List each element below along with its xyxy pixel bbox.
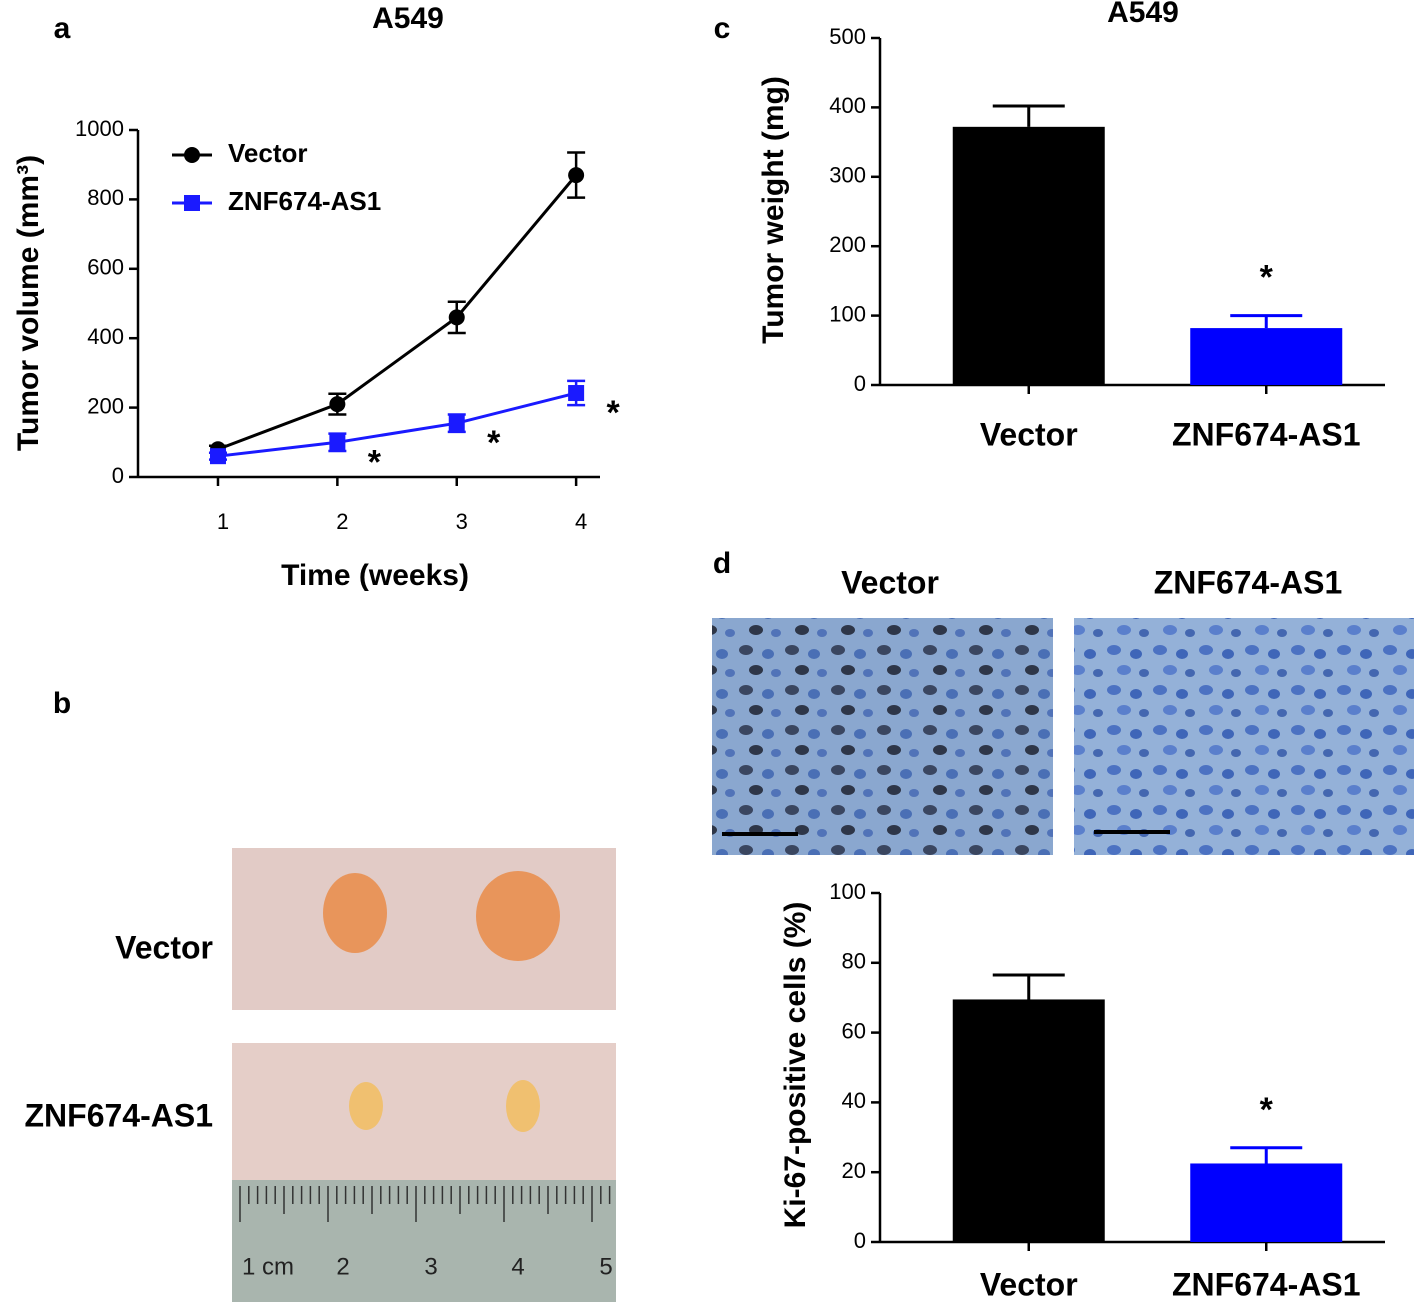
ruler-label: 3 bbox=[424, 1253, 437, 1280]
y-tick-label: 400 bbox=[87, 324, 124, 349]
legend-marker bbox=[184, 147, 200, 163]
y-tick-label: 200 bbox=[829, 232, 866, 257]
x-tick-label: Vector bbox=[980, 416, 1078, 452]
legend-label: Vector bbox=[228, 138, 308, 168]
y-tick-label: 100 bbox=[829, 301, 866, 326]
x-tick-label: 2 bbox=[336, 509, 348, 534]
legend-marker bbox=[184, 195, 200, 211]
x-tick-label: 4 bbox=[575, 509, 587, 534]
legend-label: ZNF674-AS1 bbox=[228, 186, 381, 216]
micrograph-label: ZNF674-AS1 bbox=[1154, 564, 1343, 600]
y-tick-label: 300 bbox=[829, 163, 866, 188]
ruler bbox=[232, 1180, 616, 1302]
y-tick-label: 40 bbox=[842, 1088, 866, 1113]
marker bbox=[448, 415, 465, 432]
photo bbox=[232, 1043, 616, 1180]
tumor bbox=[349, 1082, 383, 1130]
panel-label: a bbox=[54, 12, 71, 45]
marker bbox=[329, 396, 346, 413]
marker bbox=[448, 309, 465, 326]
micrograph bbox=[712, 618, 1053, 855]
chart-title: A549 bbox=[1107, 0, 1179, 29]
chart-title: A549 bbox=[372, 2, 444, 35]
marker bbox=[568, 167, 585, 184]
error-bar bbox=[992, 973, 1065, 1000]
y-tick-label: 20 bbox=[842, 1158, 866, 1183]
series-line bbox=[217, 391, 577, 458]
y-axis-title: Ki-67-positive cells (%) bbox=[779, 902, 812, 1229]
series-line bbox=[217, 174, 578, 451]
x-tick-label: Vector bbox=[980, 1266, 1078, 1302]
photo bbox=[232, 848, 616, 1010]
marker bbox=[568, 385, 585, 402]
marker bbox=[329, 434, 346, 451]
error-bar bbox=[992, 104, 1065, 127]
ruler-label: 4 bbox=[511, 1253, 524, 1280]
bar bbox=[1190, 1163, 1343, 1242]
y-axis-title: Tumor volume (mm³) bbox=[12, 155, 45, 451]
y-tick-label: 500 bbox=[829, 24, 866, 49]
bar bbox=[1190, 328, 1343, 385]
y-tick-label: 200 bbox=[87, 393, 124, 418]
ruler-label: 5 bbox=[599, 1253, 612, 1280]
ruler-label: 2 bbox=[336, 1253, 349, 1280]
y-tick-label: 0 bbox=[854, 1228, 866, 1253]
ruler-ticks bbox=[239, 1186, 611, 1222]
tumor bbox=[323, 873, 387, 953]
y-tick-label: 800 bbox=[87, 185, 124, 210]
x-tick-label: 3 bbox=[456, 509, 468, 534]
significance: * bbox=[368, 443, 382, 481]
panel-label: d bbox=[713, 547, 731, 580]
tumor bbox=[476, 871, 560, 961]
ruler-label: 1 cm bbox=[242, 1253, 294, 1280]
panel-label: b bbox=[53, 687, 71, 720]
y-tick-label: 400 bbox=[829, 93, 866, 118]
error-bar bbox=[1230, 314, 1303, 329]
y-tick-label: 80 bbox=[842, 949, 866, 974]
photo-label: ZNF674-AS1 bbox=[25, 1097, 214, 1133]
tumor bbox=[506, 1080, 540, 1132]
significance: * bbox=[487, 424, 501, 462]
y-tick-label: 0 bbox=[112, 463, 124, 488]
y-tick-label: 100 bbox=[829, 879, 866, 904]
x-tick-label: 1 bbox=[217, 509, 229, 534]
micrograph bbox=[1074, 618, 1414, 855]
y-tick-label: 60 bbox=[842, 1018, 866, 1043]
y-tick-label: 0 bbox=[854, 371, 866, 396]
micrograph-label: Vector bbox=[841, 564, 939, 600]
x-tick-label: ZNF674-AS1 bbox=[1172, 416, 1361, 452]
bar bbox=[952, 999, 1105, 1242]
significance: * bbox=[607, 394, 621, 432]
y-tick-label: 1000 bbox=[75, 116, 124, 141]
photo-label: Vector bbox=[115, 929, 213, 965]
significance: * bbox=[1260, 1091, 1274, 1129]
marker bbox=[209, 448, 226, 465]
significance: * bbox=[1260, 259, 1274, 297]
bar bbox=[952, 126, 1105, 385]
y-tick-label: 600 bbox=[87, 255, 124, 280]
x-tick-label: ZNF674-AS1 bbox=[1172, 1266, 1361, 1302]
panel-label: c bbox=[714, 12, 731, 45]
y-axis-title: Tumor weight (mg) bbox=[757, 76, 790, 344]
x-axis-title: Time (weeks) bbox=[281, 559, 469, 592]
error-bar bbox=[1230, 1146, 1303, 1164]
